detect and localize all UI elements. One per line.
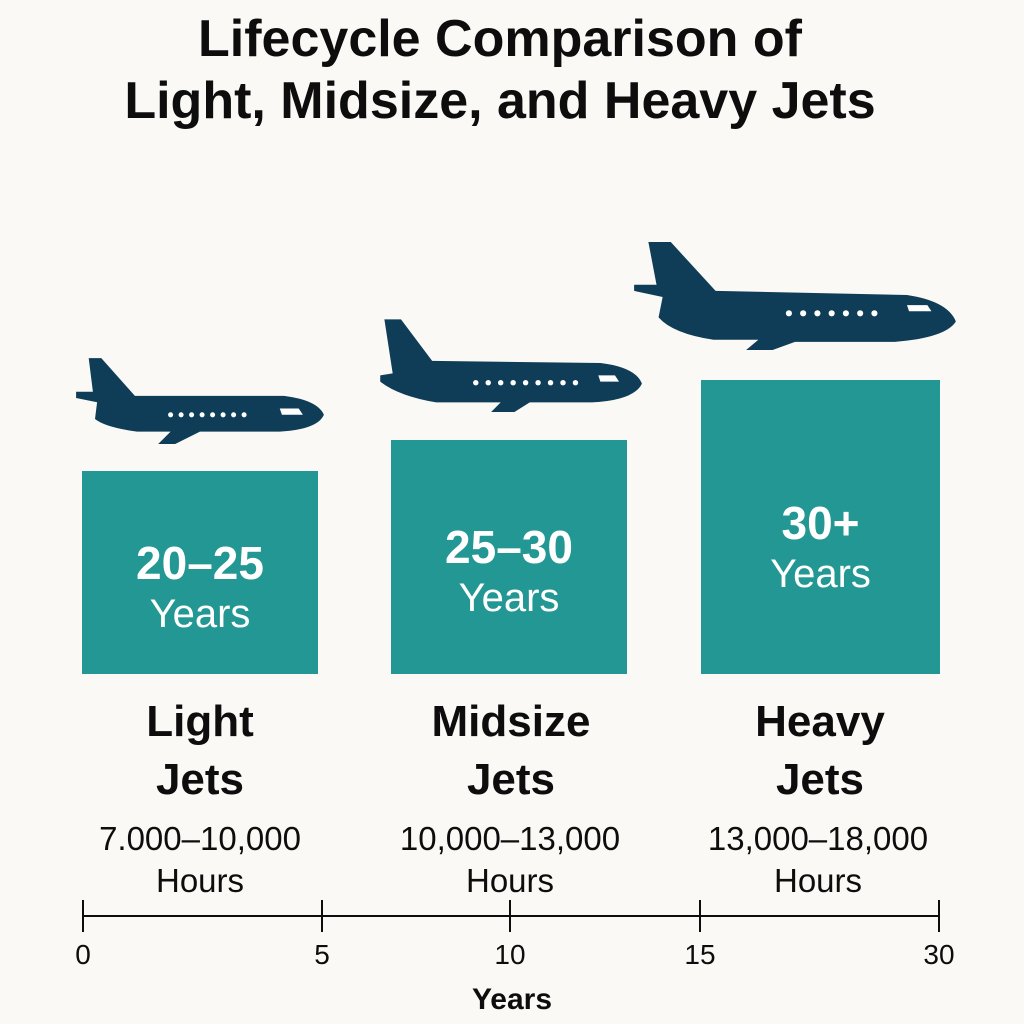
light-jet-plane-icon <box>76 358 324 444</box>
category-label-line-1: Midsize <box>431 697 591 746</box>
hours-unit: Hours <box>773 862 863 899</box>
category-label-line-1: Heavy <box>755 697 885 746</box>
category-label-heavy: Heavy Jets <box>670 693 970 809</box>
category-label-line-2: Jets <box>155 755 245 804</box>
heavy-jet-plane-icon <box>634 242 956 350</box>
bar-value-range: 30+ <box>781 497 860 549</box>
bar-value-range: 25–30 <box>445 521 573 573</box>
hours-unit: Hours <box>155 862 245 899</box>
hours-range: 7.000–10,000 <box>99 820 301 857</box>
hours-label-midsize: 10,000–13,000 Hours <box>350 818 670 902</box>
bar-value-unit: Years <box>770 552 871 596</box>
chart-title-line-2: Light, Midsize, and Heavy Jets <box>124 72 876 130</box>
hours-range: 10,000–13,000 <box>399 820 621 857</box>
hours-label-heavy: 13,000–18,000 Hours <box>658 818 978 902</box>
bar-heavy-jets: 30+ Years <box>701 380 940 674</box>
bar-value-unit: Years <box>149 591 251 636</box>
category-label-line-2: Jets <box>775 755 865 804</box>
x-tick-label: 15 <box>684 939 715 970</box>
hours-unit: Hours <box>465 862 555 899</box>
category-label-midsize: Midsize Jets <box>361 693 661 809</box>
category-label-line-1: Light <box>146 697 254 746</box>
category-label-light: Light Jets <box>50 693 350 809</box>
category-label-line-2: Jets <box>466 755 556 804</box>
bar-light-jets: 20–25 Years <box>82 471 318 674</box>
hours-range: 13,000–18,000 <box>707 820 929 857</box>
x-tick-label: 5 <box>314 939 330 970</box>
x-tick-label: 0 <box>75 939 91 970</box>
hours-label-light: 7.000–10,000 Hours <box>40 818 360 902</box>
bar-midsize-jets: 25–30 Years <box>391 440 627 674</box>
x-axis-title: Years <box>471 983 553 1016</box>
midsize-jet-plane-icon <box>380 319 642 412</box>
chart-title: Lifecycle Comparison of Light, Midsize, … <box>0 8 1000 132</box>
x-tick-label: 10 <box>494 939 525 970</box>
x-tick-label: 30 <box>923 939 954 970</box>
bar-value-unit: Years <box>458 576 560 620</box>
bar-value-range: 20–25 <box>136 536 264 589</box>
chart-title-line-1: Lifecycle Comparison of <box>198 10 802 68</box>
